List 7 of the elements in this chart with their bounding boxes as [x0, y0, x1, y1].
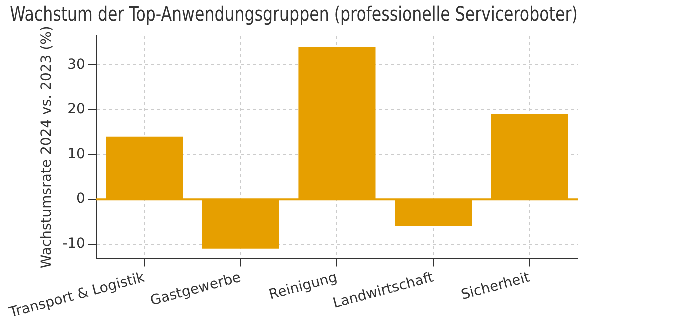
y-tick-label: 0 — [76, 191, 86, 208]
y-tick-label: 30 — [68, 56, 86, 73]
y-tick-label: -10 — [62, 236, 86, 252]
chart-title: Wachstum der Top-Anwendungsgruppen (professionelle Serviceroboter) — [10, 3, 578, 27]
y-axis-title: Wachstumsrate 2024 vs. 2023 (%) — [38, 26, 55, 269]
y-tick-label: 10 — [68, 146, 86, 162]
y-tick-label: 20 — [68, 102, 86, 118]
